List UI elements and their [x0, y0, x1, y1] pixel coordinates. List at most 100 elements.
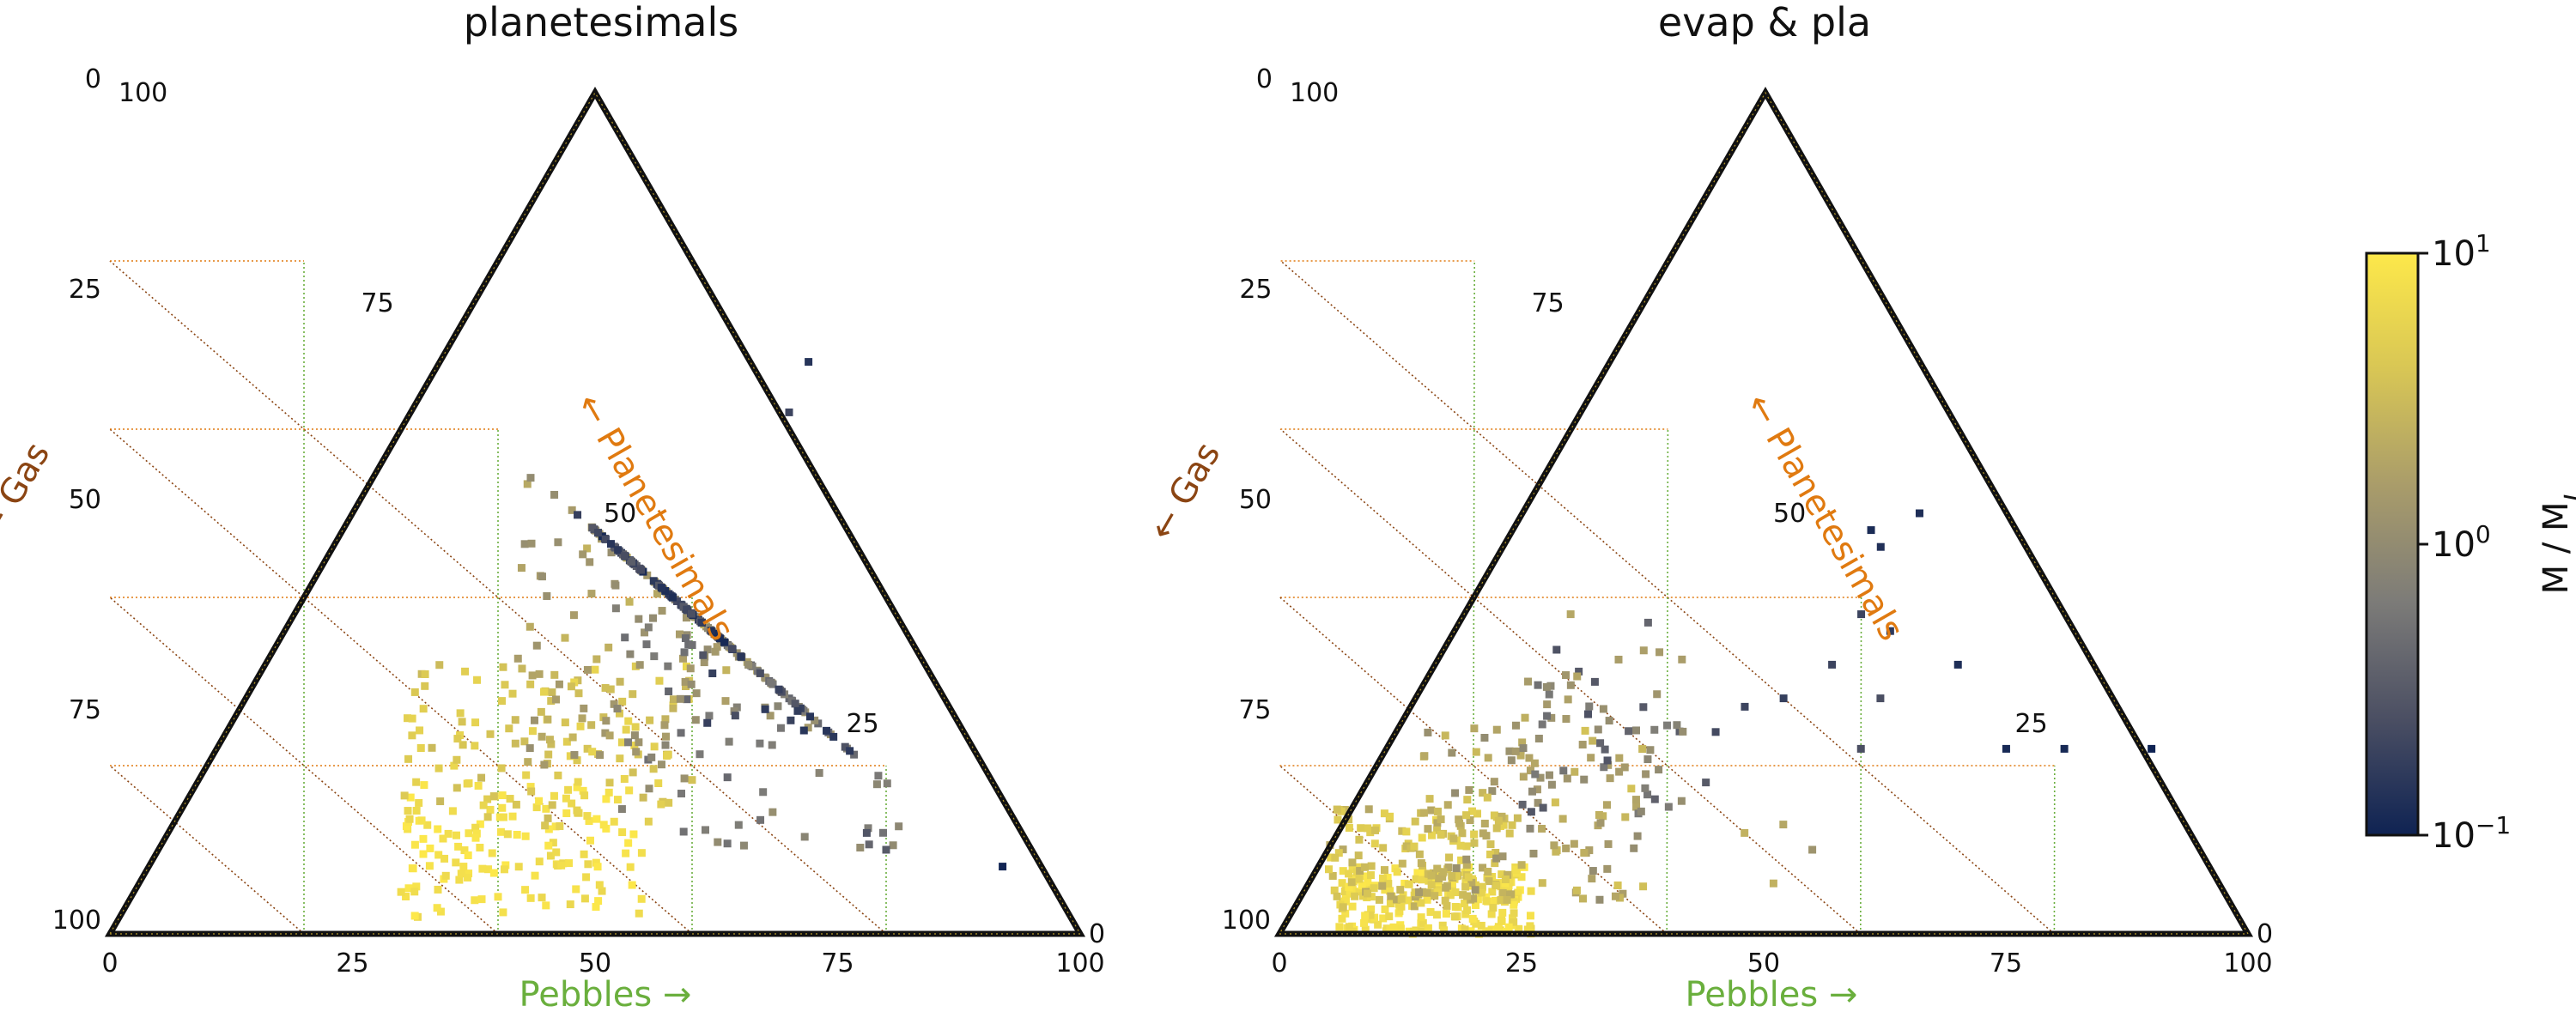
data-point [1488, 787, 1497, 796]
data-point [526, 474, 535, 482]
data-point [1435, 875, 1443, 883]
data-point [637, 894, 646, 903]
data-point [739, 841, 748, 850]
data-point [566, 900, 574, 909]
data-point [532, 641, 541, 650]
data-point [624, 738, 633, 747]
data-point [1538, 824, 1546, 833]
axis-label-pebbles: Pebbles → [1686, 975, 1858, 1015]
data-point [761, 705, 769, 713]
data-point [1656, 648, 1664, 657]
data-point [1639, 882, 1648, 891]
data-point [1333, 892, 1341, 900]
data-point [1514, 888, 1522, 897]
data-point [1594, 725, 1602, 734]
data-point [498, 791, 507, 800]
data-point [1578, 741, 1587, 749]
data-point [1547, 780, 1556, 789]
data-point [1338, 879, 1346, 888]
data-point [1876, 694, 1885, 703]
data-point [1340, 888, 1349, 896]
data-point [1536, 773, 1545, 782]
data-point [999, 863, 1007, 871]
data-point [423, 821, 432, 829]
data-point [1510, 900, 1518, 909]
data-point [554, 771, 562, 779]
data-point [1620, 763, 1629, 772]
data-point [723, 773, 732, 782]
data-point [450, 761, 459, 770]
data-point [561, 633, 569, 642]
data-point [1492, 896, 1500, 905]
data-point [434, 764, 443, 772]
data-point [1410, 842, 1419, 851]
data-point [1431, 892, 1439, 900]
data-point [1484, 754, 1492, 762]
data-point [465, 869, 473, 878]
data-point [583, 812, 592, 821]
data-point [580, 704, 588, 712]
data-point [756, 815, 765, 824]
data-point [1641, 784, 1649, 792]
data-point [776, 724, 785, 732]
data-point [1528, 787, 1536, 796]
data-point [1571, 767, 1579, 776]
data-point [400, 791, 409, 800]
data-point [1424, 924, 1432, 932]
grid-line-gas [1280, 260, 2055, 935]
data-point [1486, 850, 1495, 858]
data-point [583, 744, 592, 753]
data-point [1335, 923, 1344, 931]
data-point [1427, 806, 1436, 815]
data-point [444, 829, 453, 838]
data-point [1355, 835, 1364, 844]
data-point [1442, 883, 1450, 892]
data-point [1516, 751, 1525, 760]
data-point [1397, 902, 1406, 911]
data-point [1614, 655, 1623, 663]
data-point [550, 670, 559, 679]
data-point [565, 859, 574, 868]
data-point [622, 725, 630, 734]
data-point [410, 912, 419, 920]
data-point [658, 760, 666, 769]
data-point [605, 788, 613, 797]
data-point [573, 756, 581, 765]
data-point [767, 678, 775, 687]
data-point [486, 730, 495, 738]
data-point [540, 760, 549, 769]
data-point [715, 634, 724, 643]
data-point [641, 628, 649, 637]
data-point [1402, 842, 1411, 851]
data-point [1589, 736, 1597, 745]
data-point [412, 882, 421, 891]
tick-label-pebbles: 75 [1990, 948, 2022, 978]
data-point [1584, 710, 1593, 718]
data-point [1462, 842, 1471, 851]
data-point [579, 550, 587, 559]
data-point [1419, 918, 1427, 927]
axis-label-planetesimals: ← Planetesimals [568, 387, 742, 647]
data-point [1357, 824, 1365, 833]
data-point [1498, 812, 1506, 821]
data-point [512, 800, 520, 809]
data-point [1653, 690, 1662, 699]
data-point [650, 742, 659, 751]
data-point [1441, 896, 1449, 905]
data-point [1443, 901, 1451, 910]
data-point [439, 834, 447, 843]
data-point [708, 670, 717, 678]
data-point [471, 833, 480, 842]
data-point [1570, 839, 1578, 848]
data-point [631, 723, 640, 731]
data-point [1478, 882, 1486, 891]
data-point [568, 799, 576, 808]
data-point [774, 702, 782, 711]
data-point [744, 660, 753, 669]
data-point [1631, 726, 1640, 735]
data-point [1498, 888, 1507, 897]
data-point [1354, 851, 1363, 860]
data-point [463, 779, 471, 788]
data-point [1639, 703, 1648, 712]
data-point [521, 832, 530, 840]
